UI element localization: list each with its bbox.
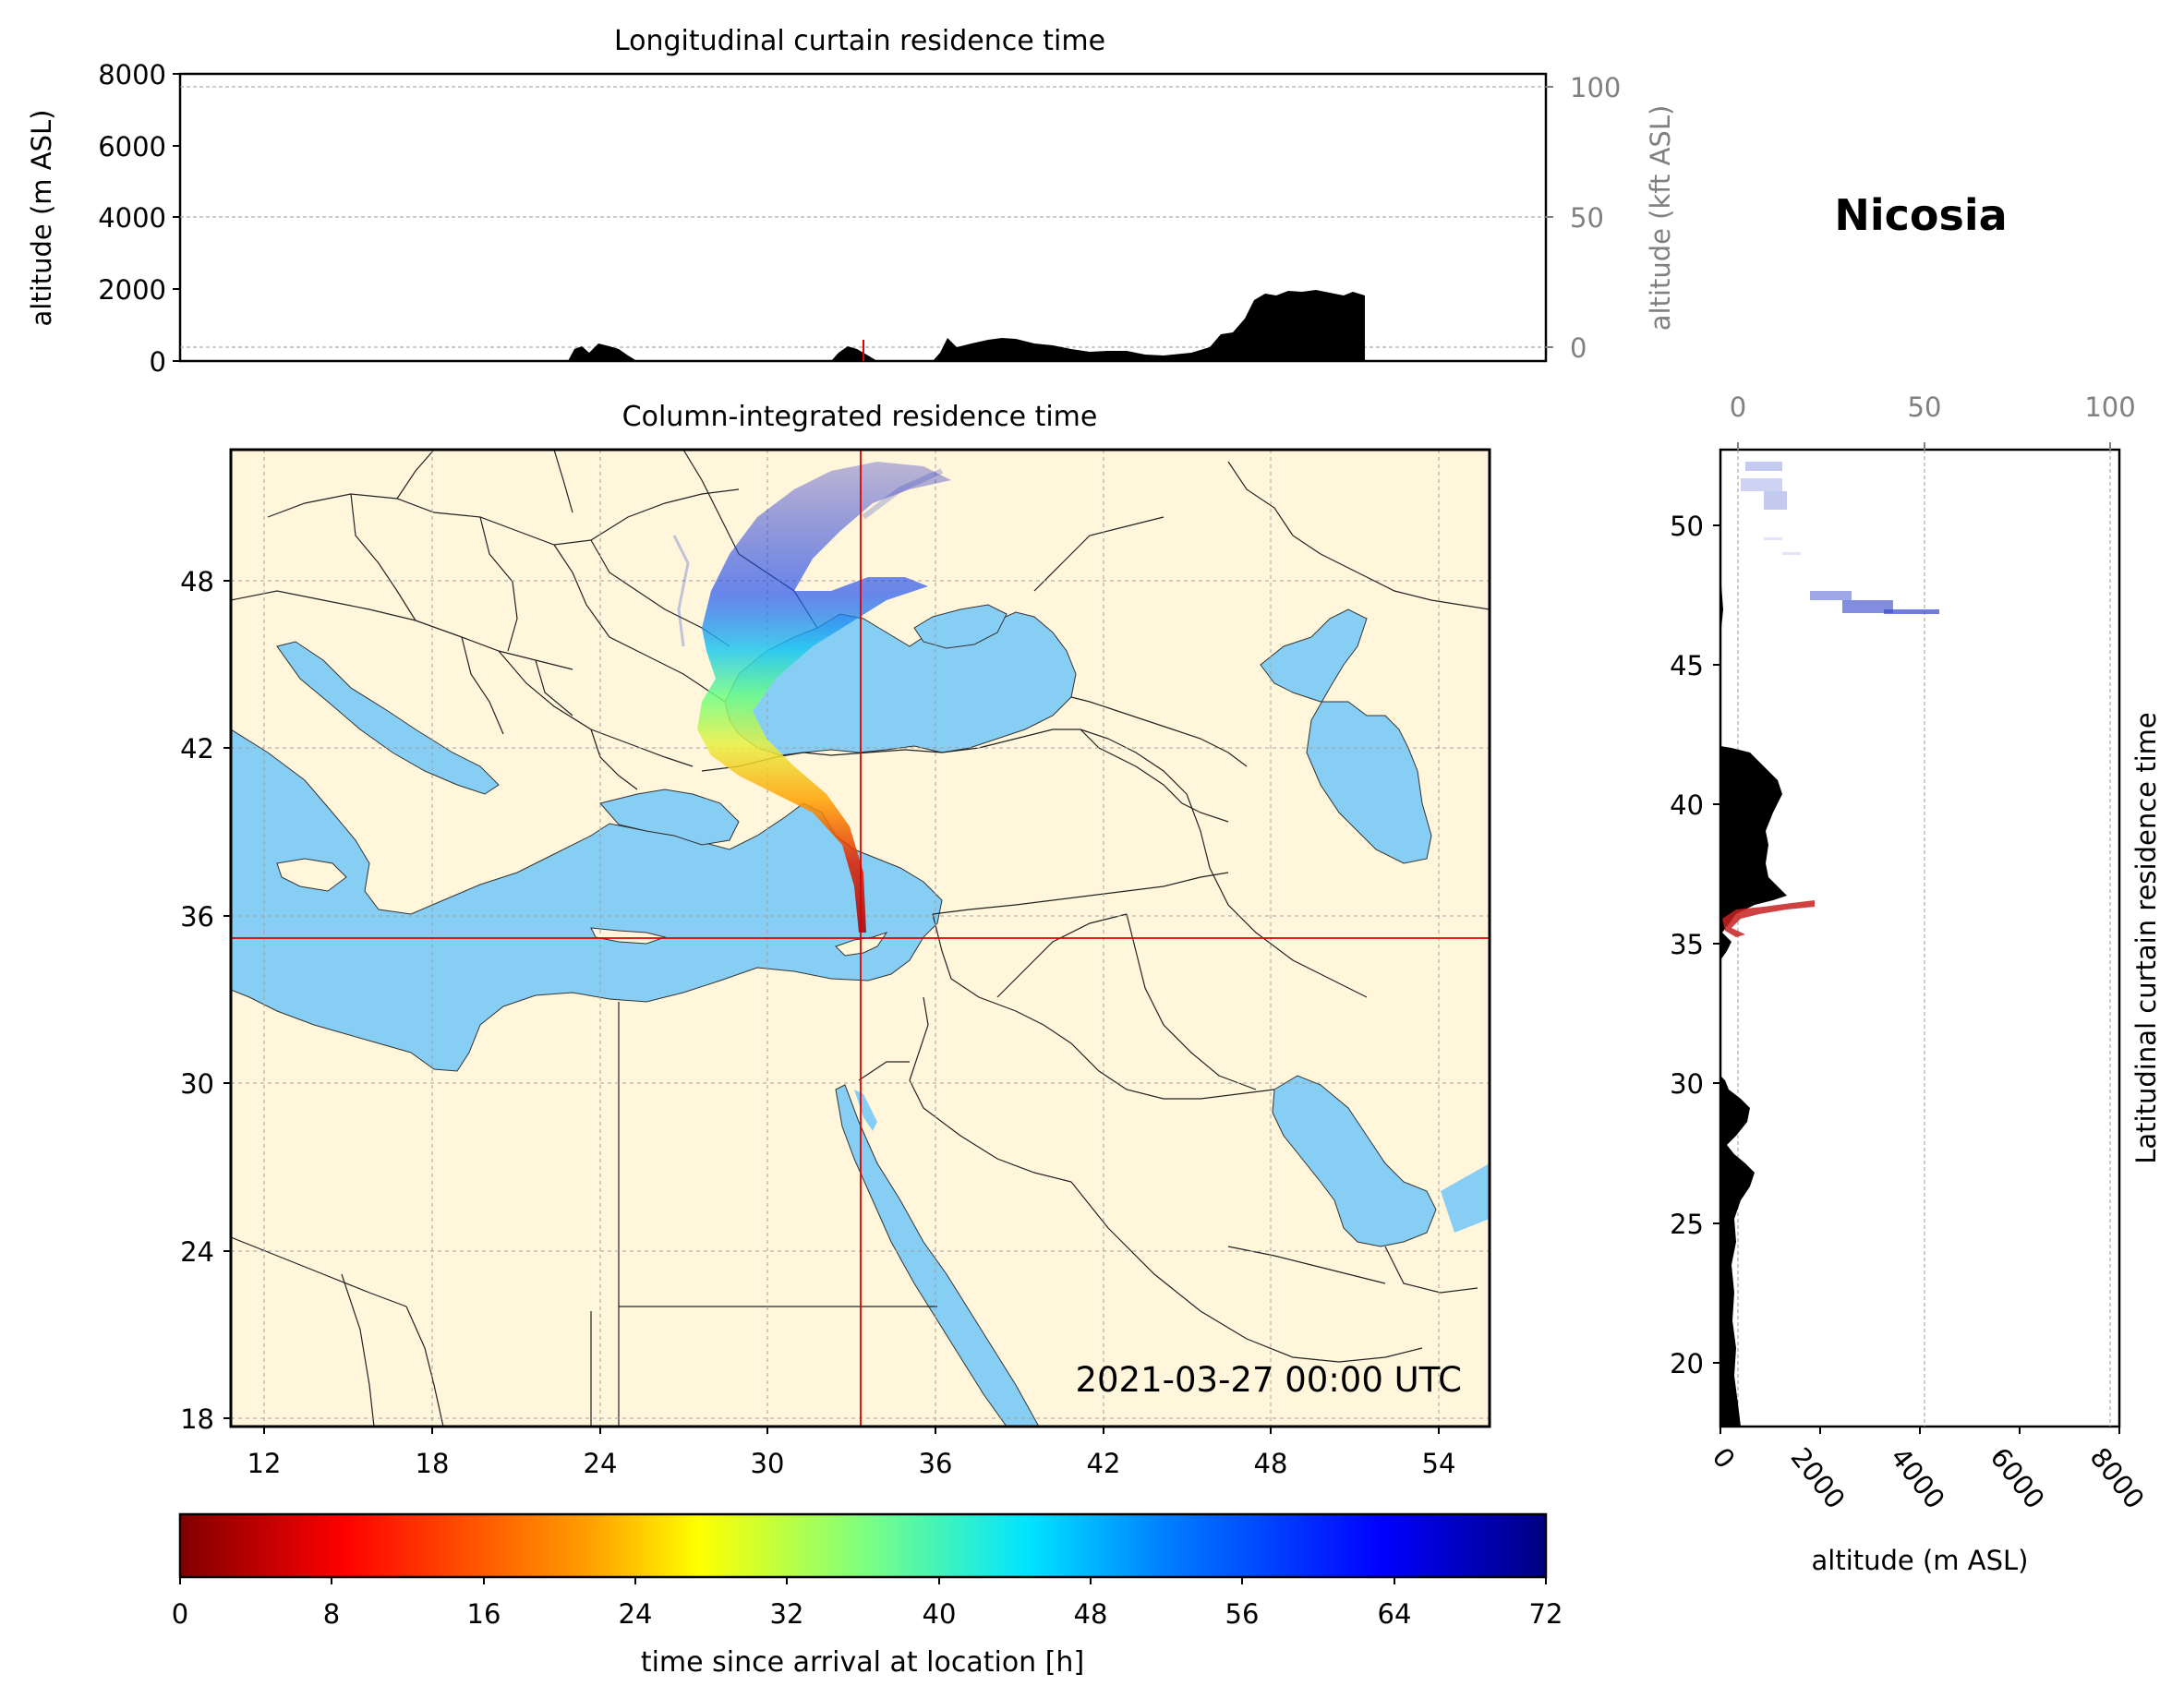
side-panel-frame: [1719, 448, 2121, 1428]
lon-tick: 18: [416, 1448, 450, 1479]
colorbar: 0 8 16 24 32 40 48 56 64 72 time since a…: [172, 1512, 1563, 1679]
side-lat-tick: 45: [1670, 650, 1704, 681]
top-y-tick: 8000: [98, 59, 166, 90]
aegean-sea: [599, 789, 740, 846]
colorbar-tick: 56: [1225, 1598, 1260, 1630]
side-alt-tick: 0: [1706, 1441, 1741, 1474]
side-lat-tick: 40: [1670, 789, 1704, 821]
side-alt-tick: 4000: [1884, 1441, 1950, 1514]
side-kft-axis: 0 50 100: [1730, 391, 2136, 450]
timestamp-label: 2021-03-27 00:00 UTC: [1075, 1360, 1462, 1400]
red-sea: [835, 1084, 1040, 1427]
side-lat-tick: 50: [1670, 511, 1704, 542]
colorbar-gradient: [178, 1512, 1548, 1579]
lat-tick: 24: [180, 1236, 214, 1268]
map-panel-title: Column-integrated residence time: [622, 401, 1098, 433]
colorbar-ticks: [179, 1577, 1547, 1584]
side-panel-recent-residence: [1722, 900, 1815, 937]
map-panel: Column-integrated residence time: [180, 401, 1491, 1479]
lat-tick: 30: [180, 1068, 214, 1100]
side-lat-tick: 30: [1670, 1068, 1704, 1100]
side-panel-older-residence: [1741, 462, 1939, 614]
colorbar-tick: 8: [323, 1598, 340, 1630]
side-kft-tick: 100: [2084, 391, 2135, 423]
country-borders: [231, 450, 1490, 1427]
side-alt-tick: 8000: [2083, 1441, 2150, 1514]
top-panel-title: Longitudinal curtain residence time: [614, 25, 1105, 57]
lat-tick: 42: [180, 733, 214, 765]
side-lat-tick: 25: [1670, 1209, 1704, 1240]
lon-tick: 54: [1422, 1448, 1456, 1479]
colorbar-tick: 64: [1378, 1598, 1412, 1630]
side-alt-tick: 6000: [1984, 1441, 2050, 1514]
residence-time-plume: [672, 462, 951, 933]
mediterranean-sea: [231, 729, 943, 1072]
caspian-sea: [1260, 608, 1432, 864]
side-lat-axis: 20 25 30 35 40 45 50: [1670, 511, 1720, 1379]
lon-tick: 36: [919, 1448, 953, 1479]
colorbar-tick-labels: 0 8 16 24 32 40 48 56 64 72: [172, 1598, 1563, 1630]
lon-tick: 24: [584, 1448, 618, 1479]
colorbar-tick: 0: [172, 1598, 188, 1630]
side-lat-tick: 20: [1670, 1348, 1704, 1379]
top-kft-tick: 100: [1570, 72, 1621, 103]
top-y-tick: 4000: [98, 202, 166, 234]
colorbar-tick: 48: [1074, 1598, 1108, 1630]
latitudinal-curtain-panel: 20 25 30 35 40 45 50 0 50 100: [1670, 391, 2162, 1576]
top-y-tick: 6000: [98, 131, 166, 163]
side-xaxis-label: altitude (m ASL): [1812, 1545, 2029, 1576]
lon-tick: 42: [1087, 1448, 1121, 1479]
colorbar-tick: 16: [467, 1598, 501, 1630]
colorbar-tick: 32: [770, 1598, 804, 1630]
colorbar-tick: 72: [1529, 1598, 1563, 1630]
top-kft-tick: 50: [1570, 202, 1604, 234]
top-right-axis: 0 50 100: [1546, 72, 1621, 364]
lon-tick: 12: [247, 1448, 282, 1479]
longitudinal-terrain-profile: [568, 290, 1365, 361]
side-alt-tick: 2000: [1784, 1441, 1851, 1514]
top-y-tick: 2000: [98, 274, 166, 306]
top-right-axis-label: altitude (kft ASL): [1645, 105, 1676, 331]
lat-tick: 18: [180, 1403, 214, 1435]
top-y-tick: 0: [150, 346, 166, 378]
station-name: Nicosia: [1834, 190, 2007, 240]
persian-gulf: [1272, 1075, 1437, 1247]
lat-tick: 36: [180, 901, 214, 933]
side-kft-tick: 50: [1908, 391, 1942, 423]
lon-tick: 48: [1254, 1448, 1288, 1479]
top-kft-tick: 0: [1570, 332, 1587, 364]
longitudinal-curtain-panel: Longitudinal curtain residence time 0 20…: [26, 25, 1676, 378]
top-left-axis-label: altitude (m ASL): [26, 110, 57, 327]
colorbar-label: time since arrival at location [h]: [641, 1646, 1084, 1679]
colorbar-tick: 40: [923, 1598, 957, 1630]
station-crosshair: [231, 450, 1490, 1427]
top-left-axis: 0 2000 4000 6000 8000: [98, 59, 180, 378]
map-lon-axis: 12 18 24 30 36 42 48 54: [247, 1427, 1456, 1479]
side-lat-tick: 35: [1670, 929, 1704, 960]
side-kft-tick: 0: [1730, 391, 1746, 423]
map-lat-axis: 18 24 30 36 42 48: [180, 566, 231, 1435]
sicily-island: [276, 858, 347, 892]
latitudinal-terrain-profile: [1720, 572, 1787, 1427]
gulf-of-oman: [1441, 1163, 1490, 1233]
colorbar-tick: 24: [619, 1598, 653, 1630]
map-frame: [229, 448, 1491, 1428]
side-altitude-axis: 0 2000 4000 6000 8000: [1706, 1427, 2151, 1514]
lon-tick: 30: [751, 1448, 785, 1479]
side-yaxis-label: Latitudinal curtain residence time: [2130, 712, 2162, 1164]
lat-tick: 48: [180, 566, 214, 597]
adriatic-sea: [276, 641, 500, 795]
